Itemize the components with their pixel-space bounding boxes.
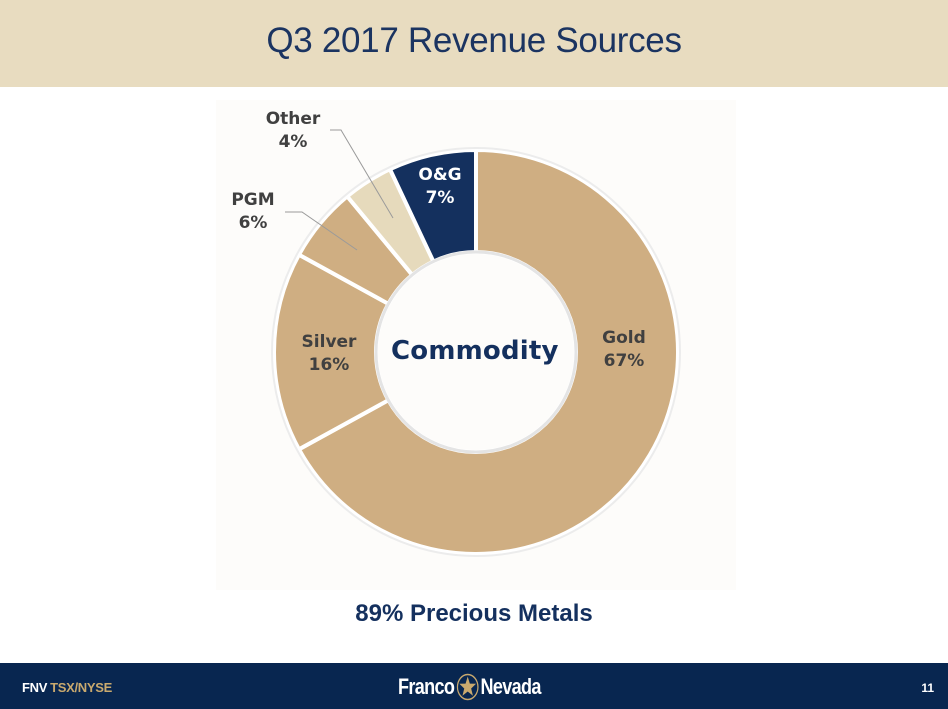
ticker-symbol: FNV xyxy=(22,680,48,695)
company-logo: Franco Nevada xyxy=(398,672,541,702)
label-silver-name: Silver xyxy=(301,332,357,352)
label-silver: Silver 16% xyxy=(293,331,365,377)
label-gold: Gold 67% xyxy=(588,327,660,373)
label-og: O&G 7% xyxy=(404,164,476,210)
leader-line-other xyxy=(330,129,394,219)
label-gold-name: Gold xyxy=(602,328,646,348)
label-og-name: O&G xyxy=(418,165,462,185)
leader-line-pgm xyxy=(285,211,358,251)
logo-text-right: Nevada xyxy=(480,674,541,699)
inner-ring xyxy=(374,250,578,454)
label-gold-value: 67% xyxy=(603,351,645,371)
label-other-name: Other xyxy=(265,109,321,129)
donut-slices xyxy=(271,147,681,557)
star-in-circle-icon xyxy=(456,673,479,701)
label-og-value: 7% xyxy=(425,188,455,208)
label-pgm: PGM 6% xyxy=(218,189,288,235)
slide-footer: FNV TSX/NYSE Franco Nevada 11 xyxy=(0,663,948,709)
label-pgm-name: PGM xyxy=(231,190,275,210)
ticker-exchanges: TSX/NYSE xyxy=(50,680,113,695)
slide-title: Q3 2017 Revenue Sources xyxy=(266,20,682,60)
chart-annotation: 89% Precious Metals xyxy=(355,600,593,627)
label-other: Other 4% xyxy=(258,108,328,154)
outer-ring xyxy=(271,147,681,557)
slide-header: Q3 2017 Revenue Sources xyxy=(0,0,948,87)
logo-text-left: Franco xyxy=(398,674,455,699)
donut-center-label: Commodity xyxy=(391,336,559,366)
label-other-value: 4% xyxy=(278,132,308,152)
label-silver-value: 16% xyxy=(308,355,350,375)
label-pgm-value: 6% xyxy=(238,213,268,233)
page-number: 11 xyxy=(921,681,934,695)
ticker: FNV TSX/NYSE xyxy=(22,680,112,695)
